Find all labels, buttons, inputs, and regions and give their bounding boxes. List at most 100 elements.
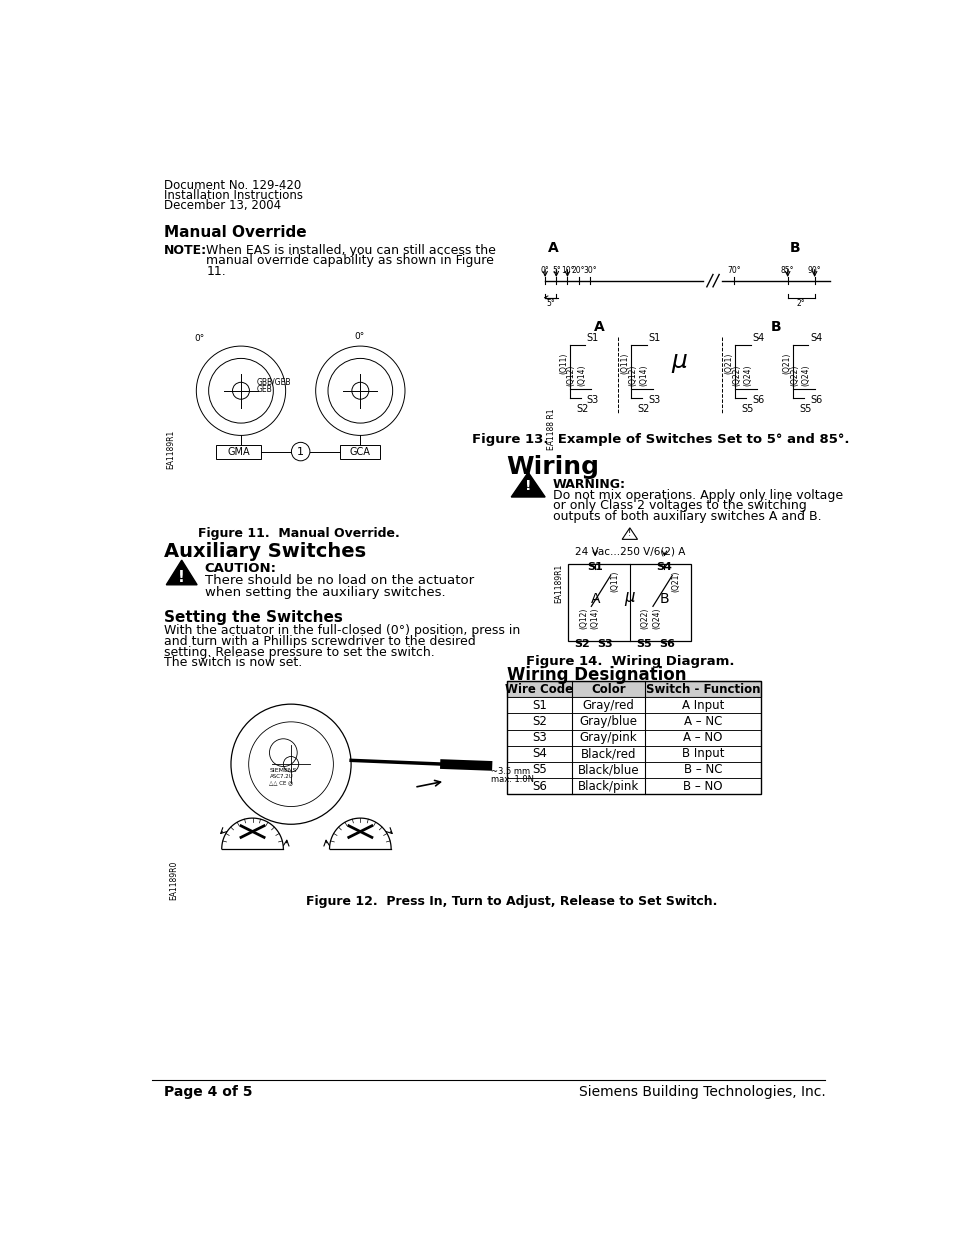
Text: (Q22): (Q22)	[789, 364, 799, 387]
Text: S1: S1	[587, 562, 602, 572]
Text: 0°: 0°	[354, 332, 364, 341]
Text: Figure 13.  Example of Switches Set to 5° and 85°.: Figure 13. Example of Switches Set to 5°…	[472, 433, 848, 446]
Text: Wiring: Wiring	[506, 454, 599, 479]
Text: Document No. 129-420: Document No. 129-420	[164, 179, 301, 191]
Text: (Q12): (Q12)	[628, 364, 637, 387]
Text: $\mu$: $\mu$	[671, 351, 688, 374]
Text: when setting the auxiliary switches.: when setting the auxiliary switches.	[205, 585, 445, 599]
Bar	[340, 445, 380, 458]
Text: 11.: 11.	[206, 266, 226, 278]
Text: S4: S4	[809, 333, 821, 343]
Text: Auxiliary Switches: Auxiliary Switches	[164, 542, 366, 562]
Text: 85°: 85°	[781, 267, 794, 275]
Text: EA1189R1: EA1189R1	[166, 430, 175, 468]
Text: Switch - Function: Switch - Function	[645, 683, 760, 695]
Text: S4: S4	[656, 562, 672, 572]
Text: (Q14): (Q14)	[577, 364, 586, 387]
Text: Setting the Switches: Setting the Switches	[164, 610, 342, 625]
Text: Figure 14.  Wiring Diagram.: Figure 14. Wiring Diagram.	[525, 655, 733, 668]
Text: B: B	[770, 320, 781, 333]
Text: S1: S1	[648, 333, 659, 343]
Text: (Q11): (Q11)	[558, 353, 568, 374]
Text: S5: S5	[532, 763, 546, 777]
Text: 5°: 5°	[546, 299, 555, 308]
Text: (Q21): (Q21)	[671, 571, 679, 592]
Text: 1: 1	[296, 447, 304, 457]
Bar	[506, 680, 760, 698]
Text: ~3.5 mm: ~3.5 mm	[491, 767, 530, 777]
Text: Color: Color	[591, 683, 625, 695]
Text: 70°: 70°	[726, 267, 740, 275]
Text: (Q24): (Q24)	[652, 608, 660, 629]
Text: S2: S2	[574, 640, 589, 650]
Text: S3: S3	[532, 731, 546, 745]
Text: GEB: GEB	[256, 385, 272, 394]
Text: △△ CE ◎: △△ CE ◎	[269, 781, 293, 785]
Text: EA1189R1: EA1189R1	[554, 564, 563, 603]
Bar	[506, 746, 760, 762]
Text: (Q21): (Q21)	[724, 353, 733, 374]
Bar	[216, 445, 261, 458]
Bar	[506, 762, 760, 778]
Text: 24 Vac...250 V/6(2) A: 24 Vac...250 V/6(2) A	[574, 546, 684, 556]
Text: S6: S6	[532, 779, 546, 793]
Text: S2: S2	[576, 404, 588, 414]
Text: S2: S2	[532, 715, 546, 727]
Text: Manual Override: Manual Override	[164, 225, 306, 240]
Text: (Q12): (Q12)	[566, 364, 576, 387]
Text: S6: S6	[809, 395, 821, 405]
Text: WARNING:: WARNING:	[552, 478, 625, 490]
Text: EA1188 R1: EA1188 R1	[546, 409, 555, 450]
Text: B – NO: B – NO	[682, 779, 722, 793]
Text: A: A	[590, 592, 599, 605]
Text: and turn with a Phillips screwdriver to the desired: and turn with a Phillips screwdriver to …	[164, 635, 476, 648]
Text: Black/red: Black/red	[580, 747, 636, 761]
Text: There should be no load on the actuator: There should be no load on the actuator	[205, 574, 474, 587]
Text: or only Class 2 voltages to the switching: or only Class 2 voltages to the switchin…	[552, 499, 805, 513]
Text: A Input: A Input	[681, 699, 723, 711]
Text: (Q11): (Q11)	[609, 571, 618, 592]
Text: Figure 11.  Manual Override.: Figure 11. Manual Override.	[197, 527, 399, 540]
Text: A – NO: A – NO	[682, 731, 722, 745]
Polygon shape	[621, 527, 637, 540]
Text: Figure 12.  Press In, Turn to Adjust, Release to Set Switch.: Figure 12. Press In, Turn to Adjust, Rel…	[306, 895, 717, 908]
Text: (Q22): (Q22)	[732, 364, 740, 387]
Text: !: !	[178, 569, 185, 584]
Text: GCA: GCA	[350, 447, 371, 457]
Text: GMA: GMA	[227, 447, 250, 457]
Text: S5: S5	[740, 404, 753, 414]
Text: B: B	[789, 241, 800, 256]
Text: 0°: 0°	[194, 333, 205, 342]
Text: Siemens Building Technologies, Inc.: Siemens Building Technologies, Inc.	[578, 1084, 824, 1098]
Text: 90°: 90°	[807, 267, 821, 275]
Text: NOTE:: NOTE:	[164, 243, 207, 257]
Text: (Q21): (Q21)	[781, 353, 791, 374]
Polygon shape	[166, 561, 197, 585]
Bar	[506, 730, 760, 746]
Text: S2: S2	[637, 404, 649, 414]
Bar	[506, 778, 760, 794]
Bar	[568, 564, 691, 641]
Text: S6: S6	[752, 395, 763, 405]
Text: setting. Release pressure to set the switch.: setting. Release pressure to set the swi…	[164, 646, 435, 658]
Text: Gray/red: Gray/red	[582, 699, 634, 711]
Text: (Q14): (Q14)	[639, 364, 647, 387]
Text: (Q14): (Q14)	[590, 608, 599, 629]
Text: Do not mix operations. Apply only line voltage: Do not mix operations. Apply only line v…	[552, 489, 842, 501]
Text: Gray/blue: Gray/blue	[579, 715, 637, 727]
Text: S1: S1	[532, 699, 546, 711]
Text: (Q11): (Q11)	[620, 353, 629, 374]
Text: When EAS is installed, you can still access the: When EAS is installed, you can still acc…	[206, 243, 496, 257]
Text: S3: S3	[648, 395, 659, 405]
Text: !: !	[628, 530, 631, 538]
Text: A – NC: A – NC	[683, 715, 721, 727]
Text: manual override capability as shown in Figure: manual override capability as shown in F…	[206, 254, 494, 268]
Text: B – NC: B – NC	[683, 763, 721, 777]
Text: A: A	[547, 241, 558, 256]
Text: S6: S6	[659, 640, 674, 650]
Text: (Q24): (Q24)	[801, 364, 809, 387]
Text: Page 4 of 5: Page 4 of 5	[164, 1084, 253, 1098]
Text: CAUTION:: CAUTION:	[205, 562, 276, 576]
Text: S3: S3	[586, 395, 598, 405]
Text: S4: S4	[752, 333, 763, 343]
